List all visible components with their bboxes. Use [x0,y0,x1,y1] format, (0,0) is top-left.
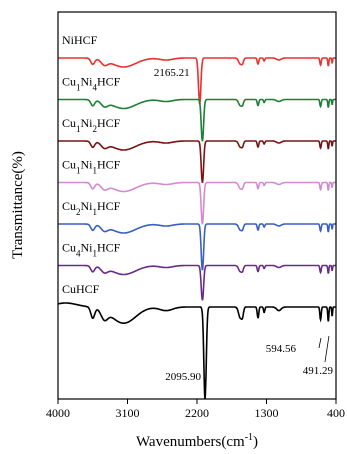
peak-label: 2165.21 [154,67,190,79]
x-axis-ticks: 4000 3100 2200 1300 400 [46,399,345,420]
spectrum-line [58,223,336,271]
x-tick-label: 400 [327,406,345,420]
series-labels: NiHCF Cu1Ni4HCF Cu1Ni2HCF Cu1Ni1HCF Cu2Ni1HC… [62,33,121,296]
peak-label: 594.56 [266,343,297,355]
peak-label: 2095.90 [165,371,201,383]
spectrum-line [58,98,336,142]
peak-label: 491.29 [303,365,334,377]
spectrum-line [58,140,336,183]
x-tick-label: 4000 [46,406,70,420]
series-label: Cu1Ni4HCF [62,75,121,93]
spectrum-line [57,302,336,400]
annotation-leader [318,337,322,349]
series-label: CuHCF [62,282,100,296]
series-label: NiHCF [62,33,98,47]
spectrum-line [58,57,336,107]
x-tick-label: 1300 [255,406,279,420]
spectrum-line [58,181,336,225]
annotation-leader [324,335,330,363]
peak-annotations: 2165.21 2095.90 594.56 491.29 [154,67,334,383]
x-axis-title: Wavenumbers(cm-1) [136,432,258,450]
x-tick-label: 2200 [185,406,209,420]
series-label: Cu1Ni1HCF [62,158,121,176]
spectrum-line [58,264,336,301]
series-label: Cu4Ni1HCF [62,241,121,259]
series-label: Cu1Ni2HCF [62,116,121,134]
spectra-group [57,57,336,400]
series-label: Cu2Ni1HCF [62,199,121,217]
x-tick-label: 3100 [116,406,140,420]
y-axis-title: Transmittance(%) [10,151,26,259]
